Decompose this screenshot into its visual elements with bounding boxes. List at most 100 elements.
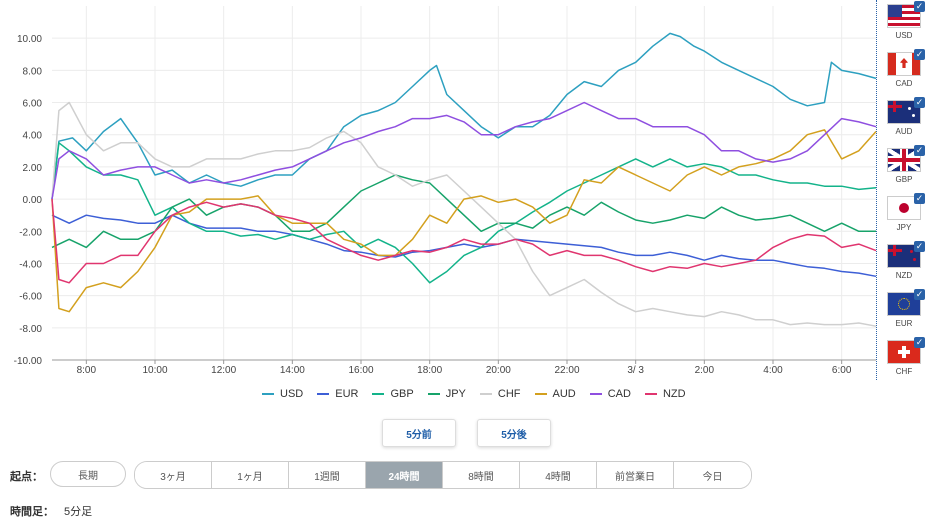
series-line-nzd — [51, 199, 877, 284]
period-option[interactable]: 1週間 — [289, 462, 366, 488]
legend-label: JPY — [445, 388, 466, 400]
checkbox-checked-icon[interactable]: ✓ — [914, 337, 925, 348]
x-tick-label: 10:00 — [142, 365, 167, 376]
y-tick-label: -2.00 — [19, 227, 42, 238]
japan-flag-icon — [887, 196, 921, 220]
y-tick-label: -4.00 — [19, 259, 42, 270]
currency-code-label: GBP — [895, 175, 913, 184]
grid — [52, 6, 876, 361]
currency-code-label: EUR — [895, 319, 913, 328]
australia-flag-icon — [887, 100, 921, 124]
legend-swatch — [262, 393, 274, 395]
currency-code-label: NZD — [895, 271, 913, 280]
legend-label: EUR — [335, 388, 359, 400]
x-tick-label: 16:00 — [348, 365, 373, 376]
legend-item-nzd[interactable]: NZD — [644, 388, 686, 400]
series-line-usd — [51, 32, 877, 200]
x-tick-label: 20:00 — [486, 365, 511, 376]
y-axis: 10.00 8.00 6.00 4.00 2.00 0.00 -2.00 -4.00 -6.00… — [14, 34, 43, 367]
currency-toggle-eur[interactable]: ✓ EUR — [887, 288, 925, 334]
legend-item-usd[interactable]: USD — [262, 388, 303, 400]
legend-swatch — [644, 393, 657, 395]
y-tick-label: 8.00 — [23, 66, 43, 77]
series-line-chf — [51, 101, 877, 327]
legend-item-gbp[interactable]: GBP — [372, 388, 414, 400]
eu-flag-icon — [887, 292, 921, 316]
uk-flag-icon — [887, 148, 921, 172]
legend-swatch — [479, 393, 492, 395]
currency-toggle-usd[interactable]: ✓ USD — [887, 0, 925, 46]
x-tick-label: 22:00 — [554, 365, 579, 376]
currency-toggle-jpy[interactable]: ✓ JPY — [887, 192, 925, 238]
period-option[interactable]: 3ヶ月 — [135, 462, 212, 488]
checkbox-checked-icon[interactable]: ✓ — [914, 241, 925, 252]
canada-flag-icon — [887, 52, 921, 76]
period-option[interactable]: 24時間 — [366, 462, 443, 488]
series-line-gbp — [51, 142, 877, 284]
checkbox-checked-icon[interactable]: ✓ — [914, 145, 925, 156]
next-5min-button[interactable]: 5分後 — [477, 419, 551, 447]
long-term-button[interactable]: 長期 — [50, 461, 126, 487]
checkbox-checked-icon[interactable]: ✓ — [914, 97, 925, 108]
legend-swatch — [589, 393, 602, 395]
x-tick-label: 14:00 — [280, 365, 305, 376]
legend-swatch — [372, 393, 385, 395]
period-option[interactable]: 前営業日 — [597, 462, 674, 488]
y-tick-label: 0.00 — [23, 195, 43, 206]
legend-item-chf[interactable]: CHF — [479, 388, 521, 400]
prev-5min-button[interactable]: 5分前 — [382, 419, 456, 447]
us-flag-icon — [887, 4, 921, 28]
legend-item-cad[interactable]: CAD — [589, 388, 631, 400]
currency-toggle-gbp[interactable]: ✓ GBP — [887, 144, 925, 190]
legend: USD EUR GBP JPY CHF AUD CAD NZD — [262, 388, 700, 400]
y-tick-label: 10.00 — [17, 34, 42, 45]
legend-swatch — [317, 393, 330, 395]
legend-item-jpy[interactable]: JPY — [427, 388, 466, 400]
period-option[interactable]: 今日 — [674, 462, 751, 488]
x-tick-label: 8:00 — [77, 365, 97, 376]
checkbox-checked-icon[interactable]: ✓ — [914, 1, 925, 12]
new-zealand-flag-icon — [887, 244, 921, 268]
legend-label: USD — [280, 388, 304, 400]
period-option[interactable]: 8時間 — [443, 462, 520, 488]
series-line-cad — [51, 101, 877, 200]
series-lines — [51, 32, 877, 327]
y-tick-label: 6.00 — [23, 99, 43, 110]
period-option[interactable]: 1ヶ月 — [212, 462, 289, 488]
legend-label: CHF — [497, 388, 521, 400]
legend-swatch — [427, 393, 440, 395]
period-option[interactable]: 4時間 — [520, 462, 597, 488]
y-tick-label: -10.00 — [14, 356, 43, 367]
x-tick-label: 12:00 — [211, 365, 236, 376]
legend-item-aud[interactable]: AUD — [534, 388, 576, 400]
currency-toggle-cad[interactable]: ✓ CAD — [887, 48, 925, 94]
legend-label: GBP — [390, 388, 414, 400]
series-line-jpy — [51, 174, 876, 249]
y-tick-label: -6.00 — [19, 292, 42, 303]
currency-toggle-nzd[interactable]: ✓ NZD — [887, 240, 925, 286]
currency-code-label: USD — [895, 31, 913, 40]
legend-label: NZD — [662, 388, 686, 400]
checkbox-checked-icon[interactable]: ✓ — [914, 289, 925, 300]
x-tick-label: 3/ 3 — [627, 365, 644, 376]
x-tick-label: 4:00 — [763, 365, 783, 376]
series-line-eur — [51, 214, 877, 278]
currency-toggle-aud[interactable]: ✓ AUD — [887, 96, 925, 142]
currency-toggle-chf[interactable]: ✓ CHF — [887, 336, 925, 382]
timeframe: 時間足： 5分足 — [10, 503, 92, 519]
y-tick-label: 4.00 — [23, 131, 43, 142]
currency-code-label: CHF — [895, 367, 913, 376]
x-tick-label: 2:00 — [695, 365, 715, 376]
legend-label: AUD — [552, 388, 576, 400]
timeframe-label: 時間足： — [10, 506, 54, 518]
checkbox-checked-icon[interactable]: ✓ — [914, 193, 925, 204]
timeframe-value: 5分足 — [64, 506, 93, 518]
start-period-selector: 3ヶ月 1ヶ月 1週間 24時間 8時間 4時間 前営業日 今日 — [134, 461, 752, 489]
currency-selector: ✓ USD ✓ CAD ✓ AUD ✓ GBP ✓ JPY ✓ NZD ✓ EUR ✓ CHF — [876, 0, 934, 380]
swiss-flag-icon — [887, 340, 921, 364]
checkbox-checked-icon[interactable]: ✓ — [914, 49, 925, 60]
start-label: 起点： — [10, 471, 43, 483]
legend-item-eur[interactable]: EUR — [317, 388, 358, 400]
legend-label: CAD — [607, 388, 631, 400]
x-tick-label: 6:00 — [832, 365, 852, 376]
